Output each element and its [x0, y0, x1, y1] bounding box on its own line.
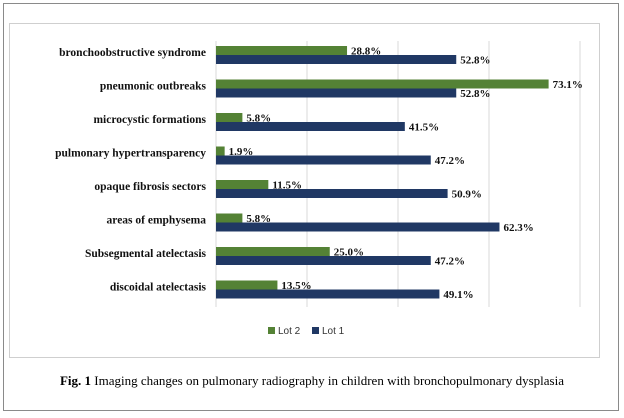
legend: Lot 2 Lot 1 [268, 326, 345, 337]
bar-lot-2 [216, 46, 348, 55]
legend-swatch-lot-1 [312, 327, 319, 334]
bar-lot-1 [216, 155, 431, 165]
bar-lot-1 [216, 55, 457, 64]
data-label: 25.0% [334, 247, 364, 259]
legend-swatch-lot-2 [268, 327, 275, 334]
category-label: discoidal atelectasis [110, 282, 207, 294]
figure-caption: Fig. 1 Imaging changes on pulmonary radi… [0, 373, 624, 389]
caption-text: Imaging changes on pulmonary radiography… [91, 373, 564, 388]
bar-lot-1 [216, 88, 457, 98]
bar-lot-2 [216, 79, 549, 89]
data-label: 41.5% [409, 122, 439, 134]
bar-lot-1 [216, 256, 431, 265]
category-label: pulmonary hypertransparency [55, 148, 206, 160]
data-label: 62.3% [503, 222, 533, 234]
bars [216, 46, 549, 299]
data-label: 13.5% [281, 280, 311, 292]
bar-lot-2 [216, 113, 243, 122]
legend-label-lot-2: Lot 2 [278, 326, 301, 337]
bar-lot-2 [216, 180, 269, 189]
category-label: areas of emphysema [107, 215, 207, 227]
category-label: Subsegmental atelectasis [85, 248, 207, 260]
data-label: 5.8% [246, 213, 271, 225]
data-label: 1.9% [229, 146, 254, 158]
data-label: 73.1% [553, 79, 583, 91]
data-label: 52.8% [460, 88, 490, 100]
bar-lot-1 [216, 222, 500, 232]
category-label: bronchoobstructive syndrome [59, 47, 206, 59]
data-label: 49.1% [443, 289, 473, 301]
legend-label-lot-1: Lot 1 [322, 326, 345, 337]
data-label: 28.8% [351, 46, 381, 58]
data-label: 47.2% [435, 155, 465, 167]
bar-lot-2 [216, 280, 278, 290]
value-labels: 28.8% 52.8% 73.1% 52.8% 5.8% 41.5% 1.9% 47.2% 11… [229, 46, 583, 302]
data-label: 5.8% [246, 113, 271, 125]
data-label: 11.5% [272, 180, 302, 192]
data-label: 50.9% [452, 189, 482, 201]
category-labels: bronchoobstructive syndrome pneumonic out… [55, 47, 206, 294]
bar-lot-2 [216, 146, 225, 156]
data-label: 52.8% [460, 55, 490, 67]
figure-frame [3, 3, 619, 411]
category-label: microcystic formations [93, 114, 206, 126]
bar-lot-2 [216, 247, 330, 256]
bar-lot-2 [216, 213, 243, 223]
bar-lot-1 [216, 122, 405, 131]
category-label: opaque fibrosis sectors [94, 181, 206, 193]
data-label: 47.2% [435, 256, 465, 268]
category-label: pneumonic outbreaks [100, 81, 207, 93]
caption-label: Fig. 1 [59, 373, 92, 388]
bar-lot-1 [216, 189, 448, 198]
bar-lot-1 [216, 289, 440, 299]
